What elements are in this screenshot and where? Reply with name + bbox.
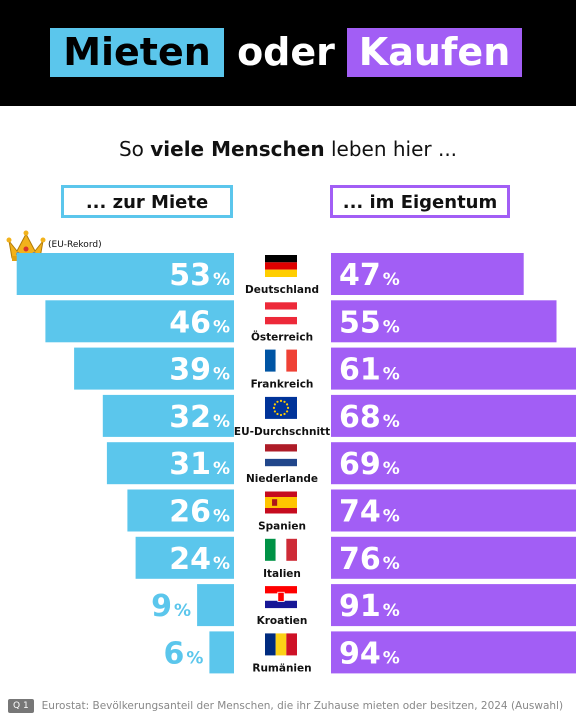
subtitle-pre: So [118,137,151,161]
flag-italy-icon [265,538,297,561]
rent-value-label: 39% [169,353,230,388]
eu-record-note: (EU-Rekord) [48,240,102,250]
flag-romania-icon [265,633,297,656]
subtitle: So viele Menschen leben hier ... [0,137,576,161]
rent-bar [106,442,234,485]
own-value-label: 76% [339,542,400,577]
rent-bar [209,631,234,674]
label-rent: ... zur Miete [61,185,233,218]
flag-austria-icon [265,302,297,325]
own-bar [331,253,524,295]
rent-value-label: 24% [169,542,230,577]
own-bar [331,300,557,343]
own-bar [331,584,576,627]
own-bar [331,347,576,390]
country-label: Österreich [251,329,313,343]
own-bar [331,489,576,532]
own-bar [331,442,576,485]
country-label: Frankreich [251,379,314,391]
own-bar [331,631,576,674]
country-label: Kroatien [257,615,308,627]
header-bar: Mieten oder Kaufen [0,0,576,106]
own-value-label: 74% [339,495,400,530]
rent-value-label: 26% [169,495,230,530]
title-oder: oder [237,30,335,74]
country-label: Italien [263,568,301,580]
flag-netherlands-icon [265,444,297,467]
subtitle-bold: viele Menschen [150,137,325,161]
own-value-label: 68% [339,400,400,435]
flag-france-icon [265,349,297,372]
rent-value-label: 32% [169,400,230,435]
rent-bar [74,347,234,390]
own-value-label: 61% [339,353,400,388]
rent-value-label: 46% [169,305,230,340]
own-value-label: 94% [339,636,400,671]
own-value-label: 69% [339,447,400,482]
footer: Q 1 Eurostat: Bevölkerungsanteil der Men… [8,697,563,715]
rent-value-label: 9% [151,589,191,624]
rent-bar [102,394,234,437]
country-label: EU-Durchschnitt [234,426,330,438]
country-label: Deutschland [245,284,319,296]
rent-bar [135,536,234,579]
label-own: ... im Eigentum [330,185,510,218]
flag-croatia-icon [265,586,297,609]
own-value-label: 47% [339,258,400,293]
country-label: Rumänien [252,662,311,674]
country-label: Niederlande [246,473,318,485]
flag-germany-icon [265,255,297,277]
title-mieten: Mieten [50,28,224,77]
rent-bar [197,584,234,627]
rent-bar [45,300,235,343]
rent-value-label: 53% [169,258,230,293]
source-badge: Q 1 [8,699,34,713]
own-bar [331,394,576,437]
own-value-label: 91% [339,589,400,624]
flag-spain-icon [265,491,297,514]
own-bar [331,536,576,579]
rent-value-label: 6% [163,636,203,671]
source-text: Eurostat: Bevölkerungsanteil der Mensche… [41,700,564,712]
country-label: Spanien [258,521,306,533]
rent-bar [16,253,235,295]
own-value-label: 55% [339,305,400,340]
rent-bar [127,489,234,532]
title-kaufen: Kaufen [347,28,522,77]
subtitle-post: leben hier ... [324,137,458,161]
rent-value-label: 31% [169,447,230,482]
flag-eu-icon [265,396,297,419]
